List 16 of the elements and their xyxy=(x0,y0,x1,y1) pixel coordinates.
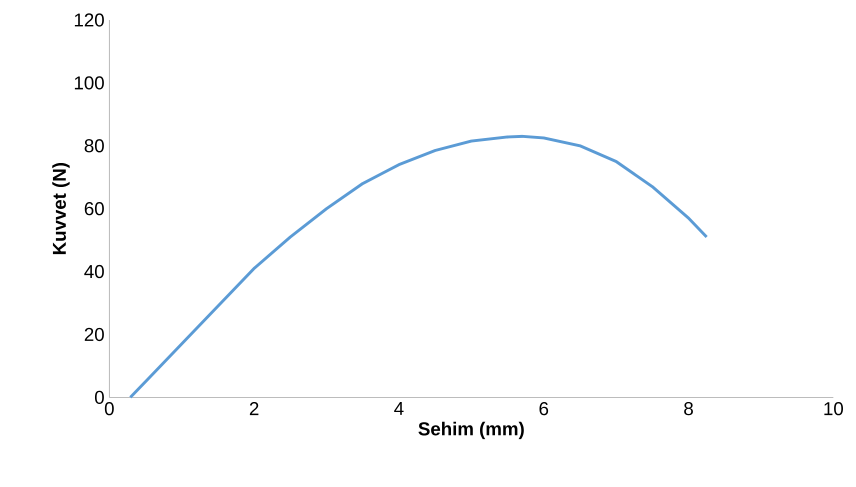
x-tick-label: 2 xyxy=(250,402,258,416)
x-tick-label: 4 xyxy=(394,402,404,416)
y-tick-label: 40 xyxy=(84,265,104,278)
x-tick-label: 6 xyxy=(539,402,548,416)
line-series xyxy=(128,135,708,399)
y-tick-label: 120 xyxy=(74,14,104,27)
x-tick-label: 10 xyxy=(824,402,843,416)
y-tick-label: 0 xyxy=(94,390,104,404)
y-axis-title: Kuvvet (N) xyxy=(52,163,70,254)
y-tick-label: 20 xyxy=(84,328,104,342)
y-tick-label: 60 xyxy=(84,202,104,216)
y-tick-label: 100 xyxy=(74,76,104,90)
x-tick-label: 8 xyxy=(684,402,693,416)
x-tick-label: 0 xyxy=(104,402,114,416)
y-tick-label: 80 xyxy=(84,139,104,153)
x-axis-title: Sehim (mm) xyxy=(418,422,524,440)
